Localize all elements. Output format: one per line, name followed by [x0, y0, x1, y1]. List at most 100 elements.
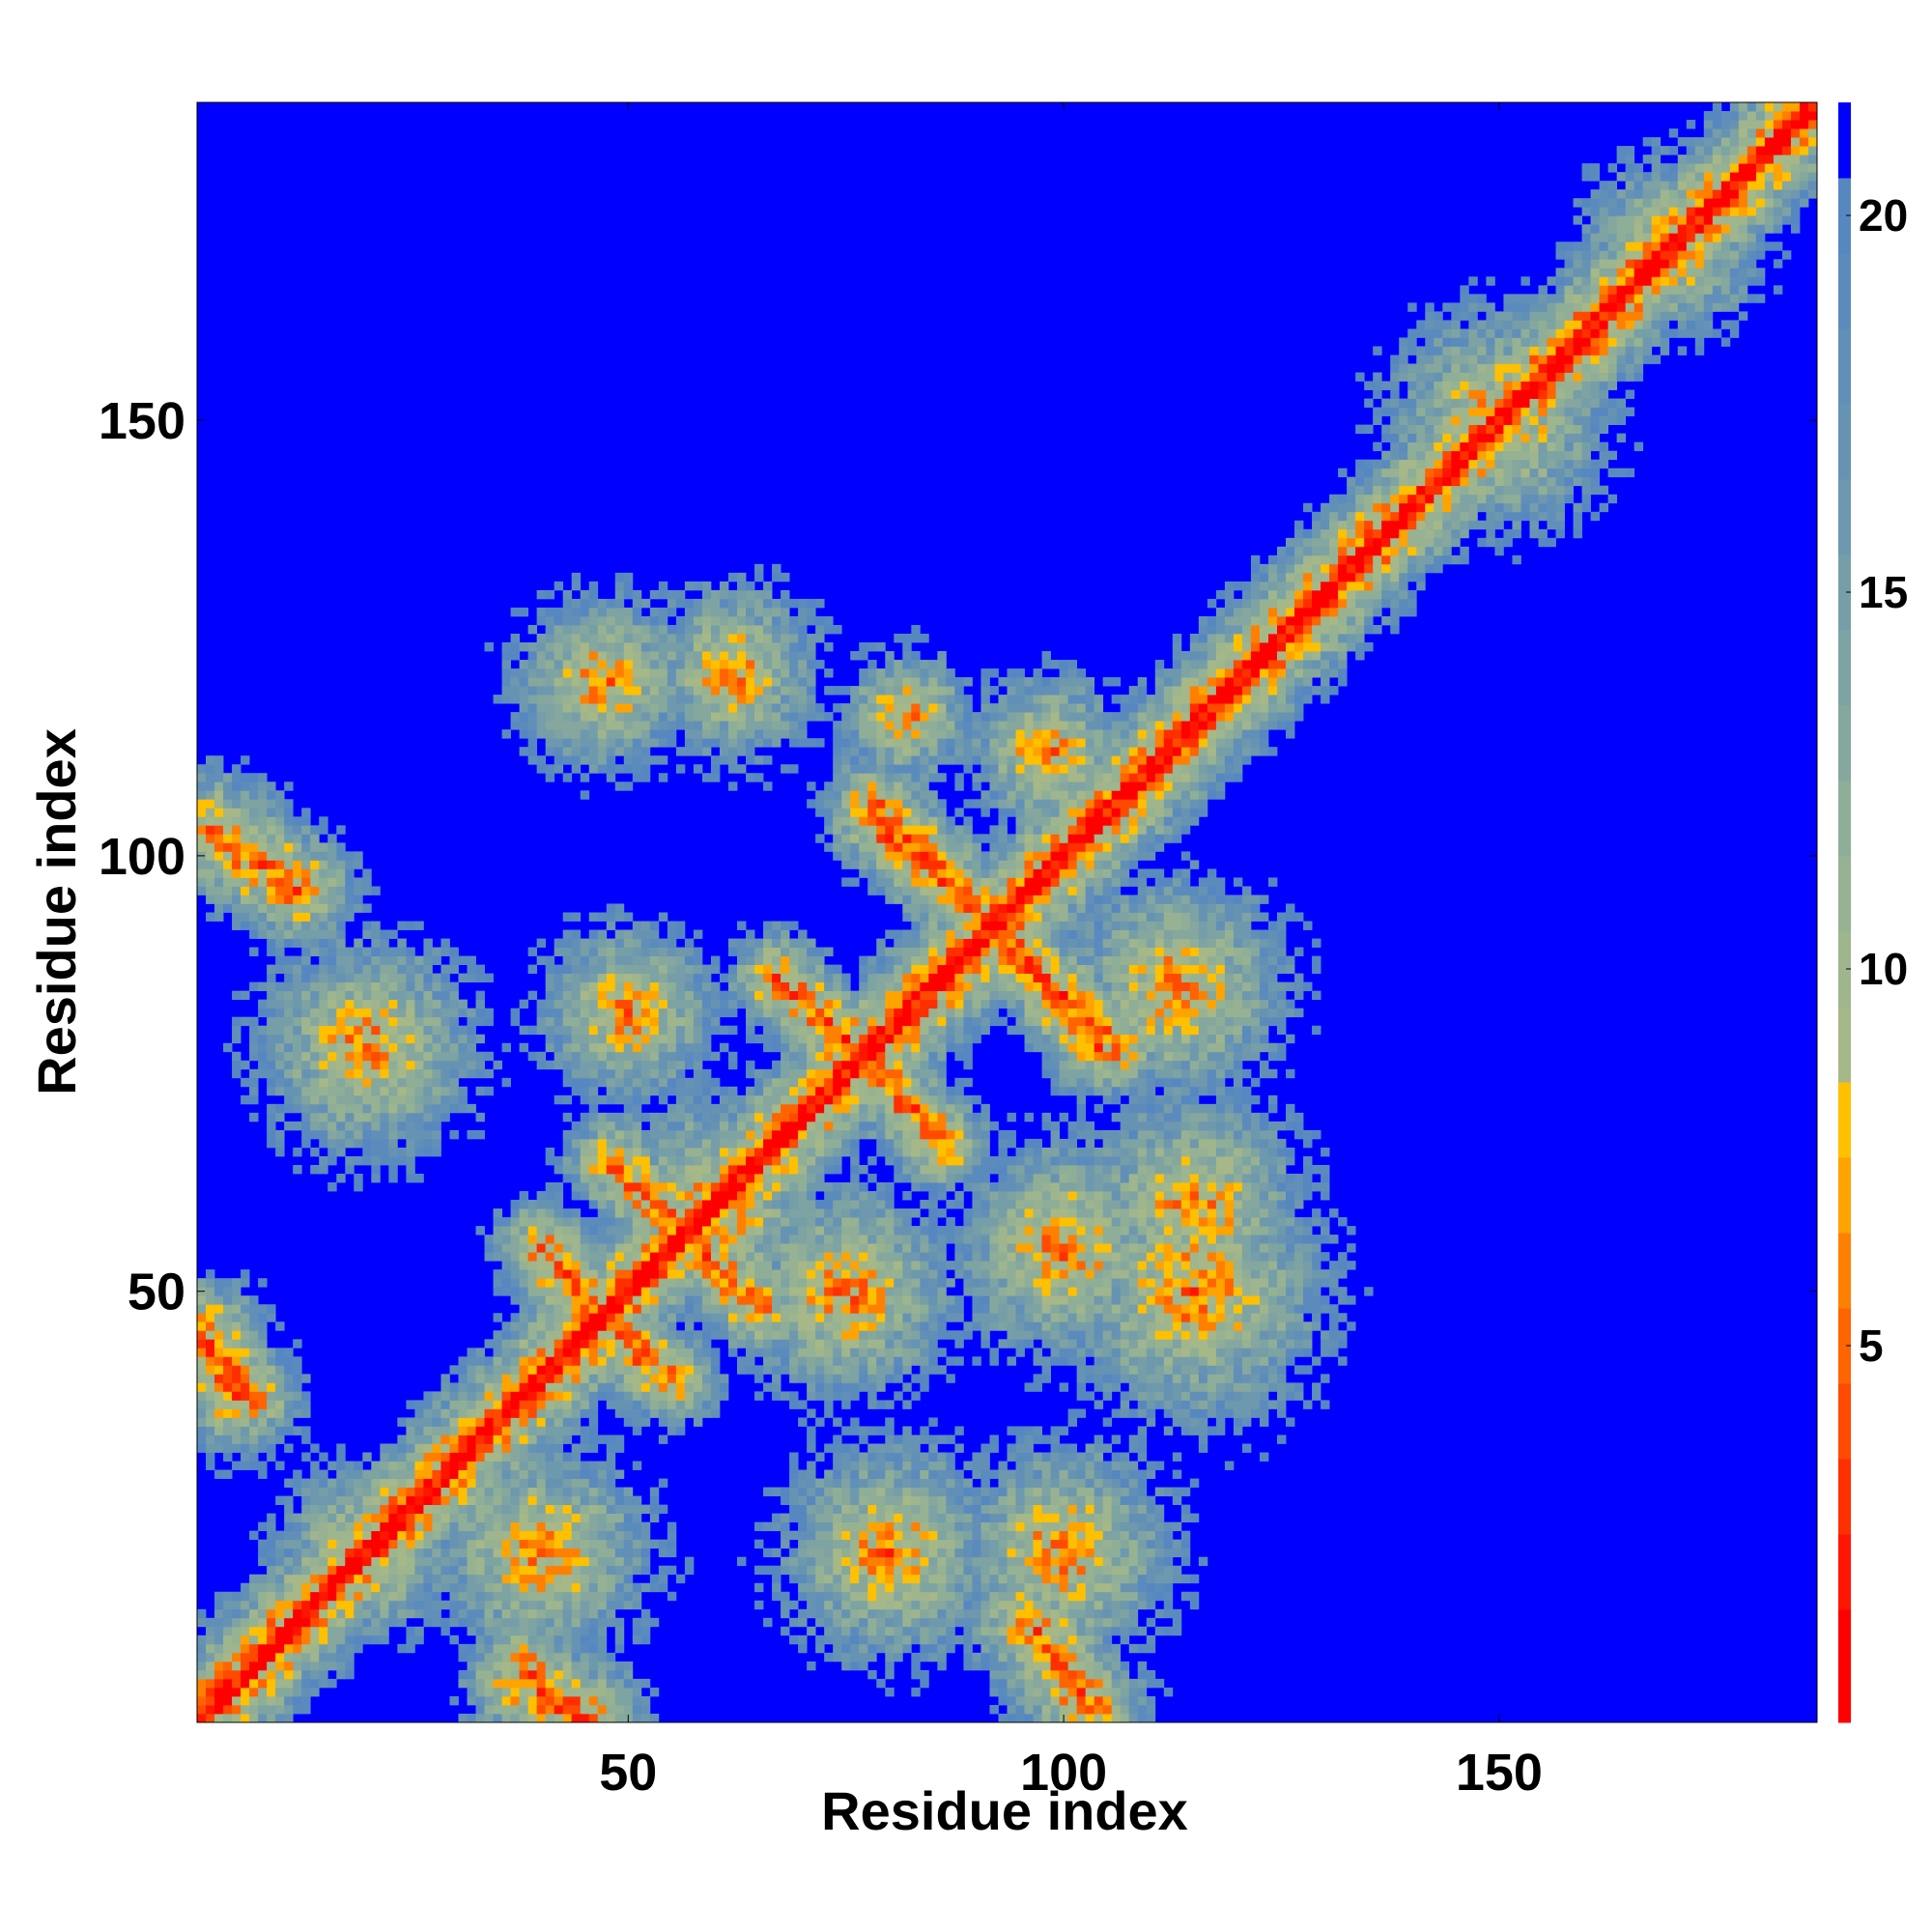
- heatmap-cell: [362, 868, 372, 878]
- heatmap-cell: [449, 1521, 459, 1532]
- heatmap-cell: [658, 1478, 668, 1488]
- heatmap-cell: [206, 868, 215, 878]
- heatmap-cell: [737, 981, 747, 992]
- heatmap-cell: [693, 764, 703, 774]
- heatmap-cell: [519, 1025, 529, 1036]
- heatmap-cell: [562, 1025, 573, 1036]
- heatmap-cell: [746, 1094, 755, 1105]
- heatmap-cell: [432, 1008, 441, 1018]
- heatmap-cell: [710, 633, 721, 643]
- heatmap-cell: [588, 1487, 599, 1496]
- heatmap-cell: [571, 1565, 582, 1576]
- heatmap-cell: [232, 860, 242, 869]
- heatmap-cell: [345, 895, 355, 904]
- heatmap-cell: [475, 1086, 485, 1096]
- heatmap-cell: [214, 790, 224, 800]
- heatmap-cell: [275, 1034, 285, 1044]
- heatmap-cell: [649, 1086, 660, 1096]
- heatmap-cell: [432, 1077, 441, 1088]
- heatmap-cell: [475, 1356, 485, 1366]
- heatmap-cell: [519, 1530, 529, 1541]
- heatmap-cell: [727, 1295, 738, 1305]
- heatmap-cell: [293, 1608, 302, 1619]
- heatmap-cell: [798, 1591, 808, 1602]
- heatmap-cell: [588, 1016, 599, 1027]
- heatmap-cell: [781, 1269, 790, 1279]
- heatmap-cell: [293, 990, 302, 1001]
- heatmap-cell: [458, 1382, 468, 1392]
- heatmap-cell: [336, 1495, 346, 1505]
- heatmap-cell: [232, 1678, 242, 1689]
- heatmap-cell: [658, 633, 668, 643]
- heatmap-cell: [658, 1287, 668, 1296]
- heatmap-cell: [197, 825, 207, 835]
- heatmap-cell: [501, 1243, 511, 1253]
- heatmap-cell: [667, 1313, 677, 1322]
- heatmap-cell: [658, 999, 668, 1009]
- heatmap-cell: [571, 1634, 582, 1645]
- heatmap-cell: [675, 1094, 686, 1105]
- heatmap-cell: [623, 1365, 634, 1375]
- heatmap-cell: [554, 1521, 564, 1532]
- heatmap-cell: [501, 1469, 511, 1479]
- heatmap-cell: [754, 1521, 764, 1532]
- heatmap-cell: [371, 1574, 381, 1584]
- heatmap-cell: [467, 1556, 476, 1567]
- heatmap-cell: [475, 1226, 485, 1236]
- heatmap-cell: [423, 1521, 433, 1532]
- heatmap-cell: [345, 1129, 355, 1140]
- heatmap-cell: [667, 1164, 677, 1175]
- heatmap-cell: [781, 1365, 790, 1375]
- heatmap-cell: [719, 1226, 729, 1236]
- heatmap-cell: [519, 1600, 529, 1610]
- heatmap-cell: [667, 721, 677, 730]
- heatmap-cell: [746, 999, 755, 1009]
- heatmap-cell: [580, 1478, 590, 1488]
- heatmap-cell: [649, 1034, 660, 1044]
- heatmap-cell: [440, 1530, 450, 1541]
- heatmap-cell: [467, 1034, 476, 1044]
- heatmap-cell: [614, 642, 625, 652]
- heatmap-cell: [284, 1417, 294, 1427]
- heatmap-cell: [727, 633, 738, 643]
- heatmap-cell: [510, 1452, 520, 1462]
- heatmap-cell: [545, 1626, 555, 1636]
- heatmap-cell: [754, 1330, 764, 1340]
- heatmap-cell: [301, 964, 311, 975]
- heatmap-cell: [640, 1269, 651, 1279]
- heatmap-cell: [414, 964, 424, 975]
- heatmap-cell: [571, 1487, 582, 1496]
- heatmap-cell: [354, 1626, 363, 1636]
- heatmap-cell: [214, 773, 224, 782]
- heatmap-cell: [432, 1391, 441, 1401]
- heatmap-cell: [536, 1713, 547, 1723]
- heatmap-cell: [397, 955, 407, 965]
- heatmap-cell: [406, 981, 415, 992]
- heatmap-cell: [588, 1374, 599, 1383]
- heatmap-cell: [258, 1443, 268, 1453]
- heatmap-cell: [789, 1068, 799, 1079]
- heatmap-cell: [510, 1269, 520, 1279]
- heatmap-cell: [501, 1252, 511, 1262]
- heatmap-cell: [632, 1217, 642, 1227]
- heatmap-cell: [241, 921, 250, 930]
- heatmap-cell: [232, 808, 242, 817]
- heatmap-cell: [701, 1382, 712, 1392]
- heatmap-cell: [640, 1678, 651, 1689]
- heatmap-cell: [501, 1704, 511, 1715]
- heatmap-cell: [310, 1121, 320, 1131]
- heatmap-cell: [606, 981, 616, 992]
- heatmap-cell: [763, 1339, 773, 1349]
- heatmap-cell: [597, 1591, 608, 1602]
- heatmap-cell: [536, 1060, 547, 1070]
- heatmap-cell: [554, 1330, 564, 1340]
- heatmap-cell: [614, 1112, 625, 1122]
- heatmap-cell: [223, 1643, 233, 1654]
- heatmap-cell: [754, 563, 764, 574]
- heatmap-cell: [388, 1129, 398, 1140]
- heatmap-cell: [746, 607, 755, 617]
- heatmap-cell: [536, 1391, 547, 1401]
- heatmap-cell: [693, 955, 703, 965]
- heatmap-cell: [606, 1469, 616, 1479]
- heatmap-cell: [214, 755, 224, 765]
